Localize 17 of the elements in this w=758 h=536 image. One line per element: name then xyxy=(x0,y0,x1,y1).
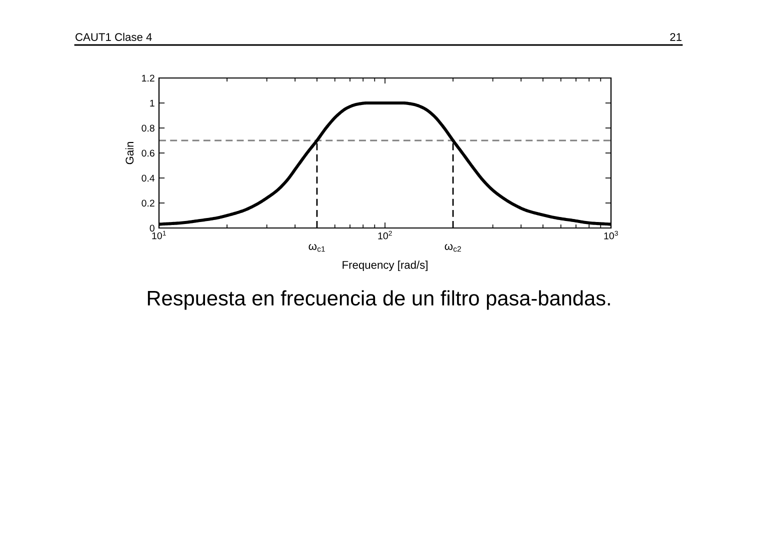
y-tick-label: 0.4 xyxy=(142,174,155,182)
annotation: ω$_{c2}$ xyxy=(444,244,461,252)
text: Respuesta en frecuencia de un filtro pasa-bandas. xyxy=(148,290,610,310)
annotation: ω$_{c1}$ xyxy=(308,244,325,252)
y-tick-label: 0.6 xyxy=(142,150,154,157)
x-axis-title: Frequency [rad/s] xyxy=(342,260,428,272)
x-tick-label: 10$^{3}$ xyxy=(604,230,618,240)
y-tick-label: 1 xyxy=(150,100,154,107)
y-tick-label: 0.8 xyxy=(142,124,154,132)
y-tick-label: 0.2 xyxy=(142,200,154,207)
y-tick-label: 1.2 xyxy=(142,74,154,82)
text: CAUT1 Clase 4 xyxy=(76,32,152,41)
text: 21 xyxy=(670,33,682,41)
y-tick-label: 0 xyxy=(150,224,154,232)
x-tick-label: 10$^{2}$ xyxy=(378,230,392,240)
y-axis-title: Gain xyxy=(125,142,134,164)
x-tick-label: 10$^{1}$ xyxy=(152,230,166,240)
